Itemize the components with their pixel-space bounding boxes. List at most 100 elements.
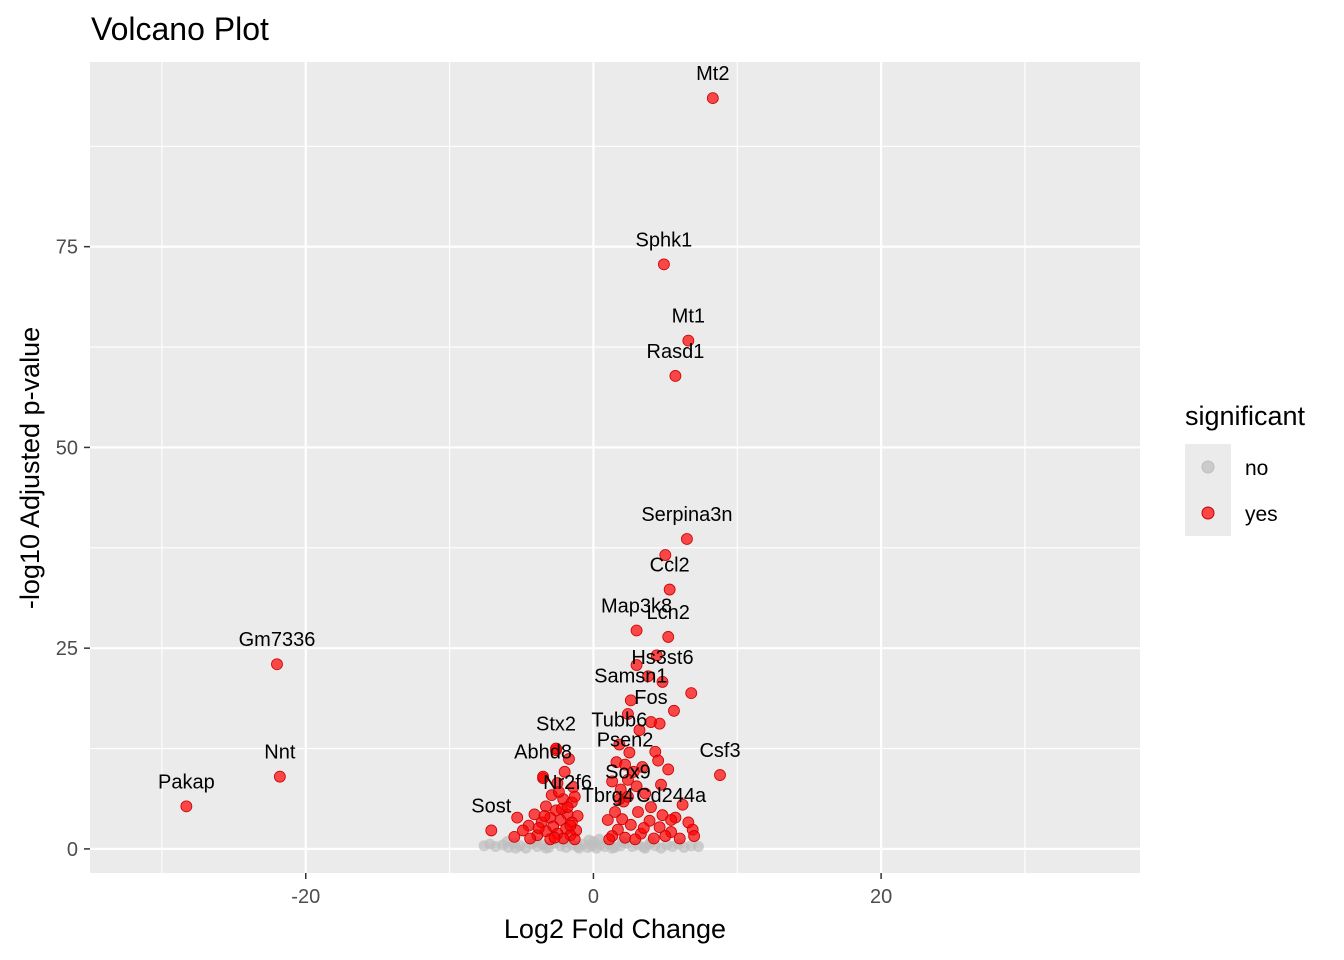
- gene-label-serpina3n: Serpina3n: [641, 504, 732, 526]
- point-tubb6: [613, 738, 626, 751]
- gene-label-stx2: Stx2: [536, 714, 576, 736]
- labeled-points: [180, 92, 726, 837]
- point-significant: [623, 746, 636, 759]
- point-significant: [636, 761, 649, 773]
- gene-label-tubb6: Tubb6: [591, 710, 647, 732]
- y-axis-ticks: 0 25 50 75: [56, 237, 90, 861]
- point-significant: [511, 811, 524, 824]
- point-significant: [609, 806, 621, 818]
- point-not-significant: [606, 842, 618, 854]
- point-gm7336: [271, 658, 283, 671]
- point-significant: [619, 831, 631, 844]
- point-significant: [645, 801, 657, 814]
- x-tick-label: 0: [588, 886, 599, 908]
- gene-label-csf3: Csf3: [699, 740, 740, 762]
- y-tick-label: 0: [67, 839, 78, 861]
- gene-label-samsn1: Samsn1: [594, 665, 667, 687]
- point-psen2: [619, 758, 631, 771]
- point-significant: [624, 818, 637, 831]
- point-not-significant: [692, 841, 704, 853]
- x-axis-ticks: -20 0 20: [291, 873, 892, 908]
- point-significant: [564, 819, 577, 832]
- point-significant: [630, 780, 643, 793]
- point-significant: [540, 800, 552, 813]
- gene-label-psen2: Psen2: [597, 730, 654, 752]
- legend-marker-yes: [1201, 506, 1215, 520]
- point-nnt: [273, 770, 286, 783]
- legend-label-yes: yes: [1245, 503, 1278, 526]
- point-nr2f6: [561, 801, 574, 814]
- point-significant: [616, 813, 629, 826]
- point-tbrg4: [601, 814, 614, 826]
- legend-marker-no: [1201, 460, 1215, 474]
- point-sphk1: [658, 258, 670, 271]
- point-significant: [632, 806, 644, 818]
- gene-label-pakap: Pakap: [158, 771, 215, 793]
- point-significant: [642, 670, 654, 683]
- point-significant: [532, 822, 545, 834]
- point-significant: [568, 833, 581, 846]
- y-axis-title: -log10 Adjusted p-value: [15, 327, 45, 609]
- point-significant: [603, 833, 616, 846]
- point-significant: [622, 708, 634, 720]
- point-significant: [563, 753, 575, 765]
- significant-points: [508, 549, 701, 846]
- point-fos: [645, 716, 657, 728]
- point-significant: [637, 822, 650, 834]
- point-significant: [606, 775, 619, 788]
- point-cd244a: [665, 814, 677, 826]
- point-significant: [622, 773, 634, 786]
- gene-label-mt2: Mt2: [696, 63, 729, 85]
- point-mt1: [682, 334, 695, 347]
- gene-label-cd244a: Cd244a: [636, 785, 707, 807]
- point-significant: [650, 649, 663, 662]
- point-significant: [655, 778, 667, 791]
- point-rasd1: [669, 370, 682, 382]
- point-not-significant: [593, 833, 605, 845]
- gene-label-fos: Fos: [634, 687, 667, 709]
- point-sost: [485, 824, 498, 837]
- point-not-significant: [510, 842, 522, 854]
- point-significant: [558, 765, 571, 778]
- point-significant: [668, 704, 680, 717]
- point-significant: [639, 787, 652, 800]
- point-ccl2: [663, 583, 676, 596]
- point-significant: [659, 549, 672, 561]
- chart-title: Volcano Plot: [91, 11, 269, 47]
- point-serpina3n: [681, 533, 693, 545]
- point-significant: [568, 790, 581, 803]
- point-significant: [629, 833, 642, 846]
- point-significant: [508, 830, 521, 843]
- point-significant: [538, 810, 551, 822]
- legend: significant no yes: [1185, 401, 1306, 536]
- gene-label-sphk1: Sphk1: [636, 229, 693, 251]
- gene-label-tbrg4: Tbrg4: [582, 785, 634, 807]
- point-sox9: [622, 790, 634, 803]
- gene-label-sost: Sost: [471, 795, 511, 817]
- legend-label-no: no: [1245, 457, 1268, 480]
- point-pakap: [180, 800, 193, 813]
- point-significant: [688, 830, 701, 842]
- y-tick-label: 25: [56, 638, 78, 660]
- gene-label-ccl2: Ccl2: [650, 555, 690, 577]
- point-significant: [662, 763, 675, 776]
- point-not-significant: [583, 834, 595, 846]
- point-map3k8: [630, 624, 643, 637]
- gene-label-rasd1: Rasd1: [647, 341, 705, 363]
- x-tick-label: 20: [870, 886, 892, 908]
- point-significant: [517, 824, 529, 837]
- point-abhd8: [537, 770, 549, 783]
- point-significant: [647, 832, 660, 845]
- gene-label-nr2f6: Nr2f6: [543, 772, 592, 794]
- x-tick-label: -20: [291, 886, 320, 908]
- point-significant: [524, 832, 537, 845]
- point-significant: [659, 830, 672, 842]
- y-tick-label: 75: [56, 237, 78, 259]
- minor-gridlines: [90, 62, 1140, 873]
- point-significant: [630, 659, 643, 671]
- gene-label-nnt: Nnt: [264, 742, 296, 764]
- major-gridlines: [90, 62, 1140, 873]
- point-significant: [653, 821, 666, 834]
